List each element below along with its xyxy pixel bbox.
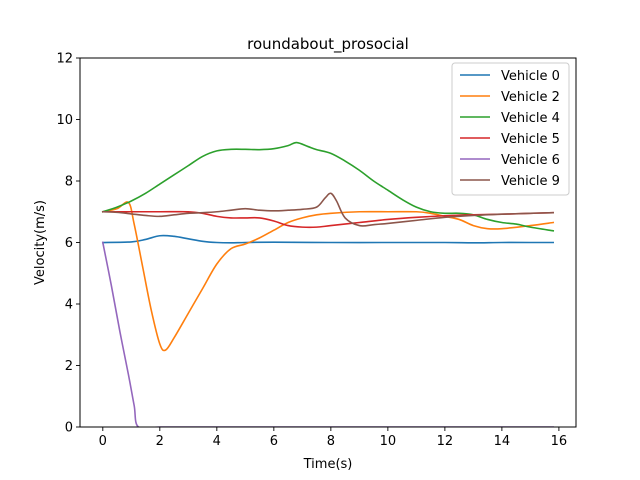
legend-label: Vehicle 2 (501, 90, 560, 105)
y-axis-label: Velocity(m/s) (33, 200, 48, 285)
plot-area (101, 141, 555, 427)
y-tick-label: 2 (65, 359, 73, 374)
x-axis-label: Time(s) (303, 457, 353, 472)
y-tick-label: 4 (65, 298, 73, 313)
y-axis: 0 2 4 6 8 10 12 (56, 52, 80, 436)
y-tick-label: 10 (56, 113, 73, 128)
x-tick-label: 8 (327, 434, 335, 449)
series-line-vehicle-2 (101, 201, 555, 352)
legend-label: Vehicle 4 (501, 111, 560, 126)
legend: Vehicle 0 Vehicle 2 Vehicle 4 Vehicle 5 Vehi… (451, 62, 570, 196)
y-tick-label: 8 (65, 175, 73, 190)
x-tick-label: 14 (494, 434, 511, 449)
series-line-vehicle-4 (101, 141, 555, 232)
y-tick-label: 6 (65, 236, 73, 251)
series-line-vehicle-0 (101, 234, 554, 244)
x-tick-label: 10 (380, 434, 397, 449)
legend-label: Vehicle 9 (501, 174, 560, 189)
x-tick-label: 0 (99, 434, 107, 449)
series-line-vehicle-9 (101, 192, 555, 227)
y-tick-label: 12 (56, 52, 73, 67)
chart-title: roundabout_prosocial (247, 35, 409, 54)
x-axis: 0 2 4 6 8 10 12 14 16 (99, 427, 568, 449)
x-tick-label: 4 (213, 434, 221, 449)
x-tick-label: 12 (437, 434, 454, 449)
legend-label: Vehicle 6 (501, 153, 560, 168)
x-tick-label: 2 (156, 434, 164, 449)
x-tick-label: 16 (551, 434, 568, 449)
y-tick-label: 0 (65, 421, 73, 436)
legend-label: Vehicle 5 (501, 132, 560, 147)
x-tick-label: 6 (270, 434, 278, 449)
legend-label: Vehicle 0 (501, 69, 560, 84)
